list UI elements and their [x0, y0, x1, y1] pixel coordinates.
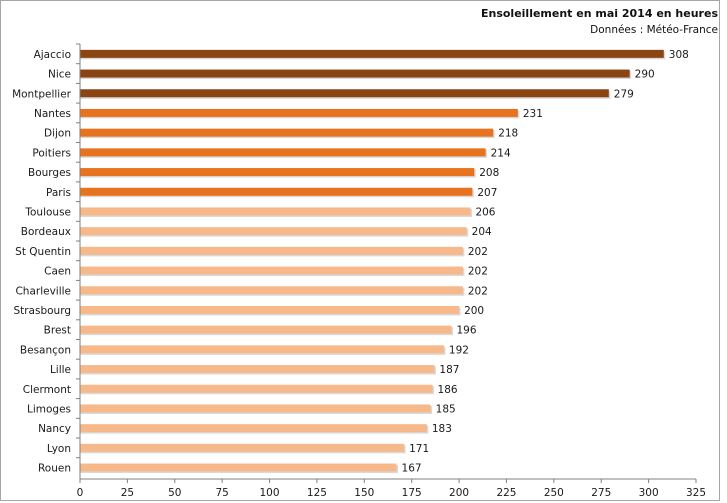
category-label: Brest: [44, 325, 71, 337]
value-label: 196: [456, 325, 476, 337]
value-label: 206: [475, 206, 495, 218]
value-label: 202: [468, 266, 488, 278]
category-label: Paris: [46, 187, 71, 199]
bar-montpellier: [80, 89, 609, 98]
value-label: 218: [498, 128, 518, 140]
bar-nice: [80, 69, 630, 78]
x-tick-label: 75: [215, 487, 228, 499]
x-axis: 0 25 50 75 100 125 150 175 200 225 250 275 300 325: [76, 43, 706, 499]
category-label: Strasbourg: [13, 305, 71, 317]
category-label: Charleville: [15, 285, 71, 297]
bar-poitiers: [80, 148, 486, 157]
bar-strasbourg: [80, 305, 460, 314]
category-label: Poitiers: [32, 147, 71, 159]
category-label: Rouen: [38, 463, 71, 475]
x-tick-label: 200: [449, 487, 469, 499]
bar-st-quentin: [80, 246, 463, 255]
category-label: Besançon: [20, 344, 71, 356]
x-tick-label: 150: [354, 487, 374, 499]
category-label: Bourges: [28, 167, 71, 179]
bar-lille: [80, 365, 435, 374]
bar-bourges: [80, 168, 475, 177]
bar-lyon: [80, 443, 405, 452]
category-label: Nice: [48, 69, 71, 81]
bar-bordeaux: [80, 227, 467, 236]
x-tick-label: 300: [639, 487, 659, 499]
value-label: 204: [472, 226, 492, 238]
value-label: 208: [479, 167, 499, 179]
x-tick-label: 225: [496, 487, 516, 499]
x-tick-label: 175: [402, 487, 422, 499]
x-tick-label: 275: [591, 487, 611, 499]
value-label: 183: [432, 423, 452, 435]
category-label: Limoges: [27, 403, 71, 415]
category-label: Bordeaux: [21, 226, 71, 238]
x-tick-label: 125: [307, 487, 327, 499]
value-label: 200: [464, 305, 484, 317]
category-label: Caen: [44, 266, 71, 278]
value-label: 202: [468, 246, 488, 258]
x-tick-label: 250: [544, 487, 564, 499]
value-label: 214: [491, 147, 511, 159]
chart-subtitle: Données : Météo-France: [590, 24, 718, 36]
category-label: Nancy: [38, 423, 71, 435]
bar-clermont: [80, 384, 433, 393]
bar-paris: [80, 187, 473, 196]
bar-besan-on: [80, 345, 444, 354]
value-label: 171: [409, 443, 429, 455]
bar-charleville: [80, 286, 463, 295]
bar-limoges: [80, 404, 431, 413]
value-label: 231: [523, 108, 543, 120]
bar-rouen: [80, 463, 397, 472]
value-label: 192: [449, 344, 469, 356]
x-tick-label: 100: [260, 487, 280, 499]
category-label: St Quentin: [15, 246, 71, 258]
bar-ajaccio: [80, 49, 664, 58]
category-label: Ajaccio: [34, 49, 71, 61]
bar-nancy: [80, 424, 427, 433]
x-tick-label: 25: [121, 487, 134, 499]
chart-title: Ensoleillement en mai 2014 en heures: [481, 7, 718, 20]
value-label: 167: [402, 463, 422, 475]
bar-dijon: [80, 128, 494, 137]
value-label: 186: [438, 384, 458, 396]
value-label: 185: [436, 403, 456, 415]
value-label: 207: [477, 187, 497, 199]
category-label: Toulouse: [24, 206, 71, 218]
bars-layer: Ajaccio 308 Nice 290 Montpellier 279 Nantes 231…: [12, 49, 689, 475]
value-label: 187: [439, 364, 459, 376]
x-tick-label: 325: [686, 487, 706, 499]
x-tick-label: 0: [77, 487, 84, 499]
x-tick-label: 50: [168, 487, 181, 499]
value-label: 202: [468, 285, 488, 297]
value-label: 290: [635, 69, 655, 81]
bar-nantes: [80, 108, 518, 117]
category-label: Clermont: [23, 384, 71, 396]
category-label: Montpellier: [12, 88, 72, 100]
value-label: 279: [614, 88, 634, 100]
value-label: 308: [669, 49, 689, 61]
bar-brest: [80, 325, 452, 334]
bar-toulouse: [80, 207, 471, 216]
bar-caen: [80, 266, 463, 275]
category-label: Nantes: [34, 108, 71, 120]
category-label: Dijon: [44, 128, 71, 140]
category-label: Lille: [50, 364, 71, 376]
category-label: Lyon: [47, 443, 71, 455]
